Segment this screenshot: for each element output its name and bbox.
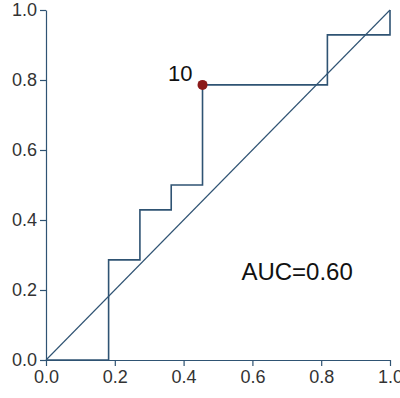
y-axis-tick-label: 0.8 — [12, 70, 37, 90]
y-axis-tick-mark — [40, 10, 46, 11]
y-axis-tick-label: 0.2 — [12, 280, 37, 300]
x-axis-tick: 0.8 — [309, 360, 334, 387]
x-axis-tick-mark — [321, 360, 322, 366]
y-axis-tick-mark — [40, 80, 46, 81]
y-axis-tick-label: 0.6 — [12, 140, 37, 160]
y-axis-tick: 0.0 — [12, 350, 46, 370]
x-axis-tick-label: 0.0 — [34, 367, 59, 387]
y-axis-tick-mark — [40, 150, 46, 151]
x-axis-tick-mark — [390, 360, 391, 366]
y-axis-tick-mark — [40, 290, 46, 291]
x-axis-tick-label: 1.0 — [378, 367, 400, 387]
highlight-label: 10 — [168, 61, 192, 86]
y-axis-tick-label: 1.0 — [12, 0, 37, 20]
y-axis-tick-mark — [40, 220, 46, 221]
x-axis-tick-mark — [184, 360, 185, 366]
x-axis-tick-mark — [252, 360, 253, 366]
x-axis-tick: 0.4 — [172, 360, 197, 387]
y-axis-tick: 0.4 — [12, 210, 46, 230]
reference-line — [46, 10, 390, 360]
x-axis-tick-label: 0.6 — [240, 367, 265, 387]
marks — [46, 10, 390, 360]
y-axis-tick: 0.6 — [12, 140, 46, 160]
x-axis-tick: 0.2 — [103, 360, 128, 387]
x-axis-tick-label: 0.2 — [103, 367, 128, 387]
y-axis-tick: 0.8 — [12, 70, 46, 90]
roc-line — [46, 10, 390, 360]
x-axis-tick: 1.0 — [378, 360, 400, 387]
chart: 0.0 0.2 0.4 0.6 0.8 1.0 0.0 0.2 0.4 0.6 0.8 1.0 10 AU… — [0, 0, 400, 398]
x-axis-tick: 0.0 — [34, 360, 59, 387]
x-axis-tick-label: 0.4 — [172, 367, 197, 387]
annotation: AUC=0.60 — [241, 258, 352, 285]
y-axis-tick: 1.0 — [12, 0, 46, 20]
x-axis-tick-mark — [115, 360, 116, 366]
plot: 0.0 0.2 0.4 0.6 0.8 1.0 0.0 0.2 0.4 0.6 0.8 1.0 10 AU… — [12, 0, 400, 387]
y-axis-line — [46, 11, 47, 361]
x-axis: 0.0 0.2 0.4 0.6 0.8 1.0 — [34, 360, 400, 387]
y-axis-tick-label: 0.0 — [12, 350, 37, 370]
x-axis-tick-label: 0.8 — [309, 367, 334, 387]
x-axis-tick-mark — [46, 360, 47, 366]
y-axis-tick-mark — [40, 360, 46, 361]
y-axis-tick-label: 0.4 — [12, 210, 37, 230]
x-axis-tick: 0.6 — [240, 360, 265, 387]
y-axis-tick: 0.2 — [12, 280, 46, 300]
highlight-point — [198, 80, 208, 90]
y-axis: 0.0 0.2 0.4 0.6 0.8 1.0 — [12, 0, 47, 370]
